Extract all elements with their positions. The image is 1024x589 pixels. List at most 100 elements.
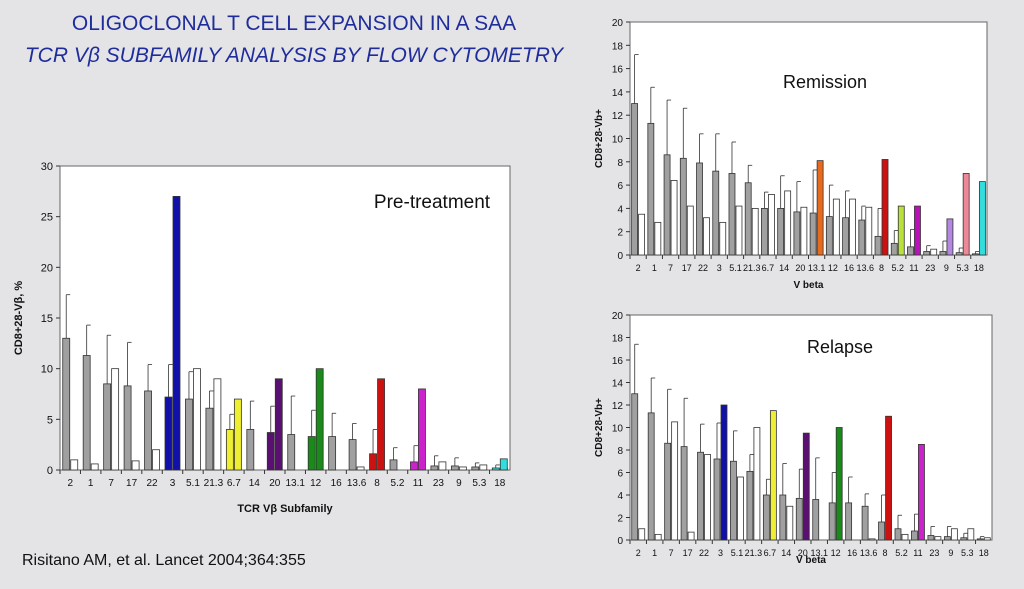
bar-series1 — [828, 502, 836, 541]
y-tick-label: 0 — [617, 536, 623, 547]
bar-highlight — [233, 398, 242, 471]
y-tick-label: 4 — [617, 204, 623, 215]
x-tick-label: 3 — [717, 263, 722, 273]
bar-series1 — [647, 412, 655, 541]
citation: Risitano AM, et al. Lancet 2004;364:355 — [22, 552, 306, 569]
x-axis-label: TCR Vβ Subfamily — [237, 503, 333, 515]
x-tick-label: 18 — [979, 548, 989, 558]
bar-series1 — [907, 246, 914, 256]
x-tick-label: 12 — [831, 548, 841, 558]
chart-title: Remission — [783, 72, 867, 92]
x-tick-label: 5.3 — [961, 548, 974, 558]
bar-series1 — [730, 460, 737, 541]
x-axis-label: V beta — [793, 280, 823, 291]
bar-series1 — [103, 383, 112, 471]
bar-series2 — [901, 533, 909, 541]
bar-series1 — [123, 385, 132, 471]
bar-series1 — [744, 182, 752, 256]
slide-subtitle: TCR Vβ SUBFAMILY ANALYSIS BY FLOW CYTOME… — [24, 44, 564, 67]
y-tick-label: 10 — [41, 364, 53, 376]
bar-series2 — [802, 432, 810, 541]
x-tick-label: 5.1 — [729, 263, 742, 273]
x-tick-label: 18 — [494, 478, 506, 489]
bar-series1 — [491, 467, 500, 471]
x-tick-label: 13.1 — [285, 478, 305, 489]
bar-series2 — [638, 528, 646, 541]
y-tick-label: 10 — [612, 135, 624, 146]
bar-series1 — [960, 537, 968, 541]
y-tick-label: 20 — [612, 18, 624, 29]
x-tick-label: 5.3 — [472, 478, 486, 489]
x-tick-label: 5.1 — [731, 548, 744, 558]
y-tick-label: 20 — [612, 311, 624, 322]
x-tick-label: 1 — [88, 478, 94, 489]
bar-series1 — [712, 170, 720, 256]
x-tick-label: 2 — [636, 548, 641, 558]
bar-series2 — [152, 449, 160, 471]
x-tick-label: 17 — [682, 263, 692, 273]
bar-highlight — [499, 458, 508, 471]
bar-series1 — [680, 446, 688, 541]
x-tick-label: 17 — [126, 478, 138, 489]
bar-series2 — [458, 466, 467, 471]
bar-series2 — [835, 427, 843, 541]
chart-title: Pre-treatment — [374, 192, 491, 213]
bar-series2 — [438, 461, 447, 471]
x-tick-label: 22 — [698, 263, 708, 273]
x-axis-label: V beta — [796, 555, 826, 566]
bar-series1 — [328, 436, 337, 471]
bar-series1 — [348, 439, 357, 471]
x-tick-label: 12 — [310, 478, 322, 489]
y-tick-label: 0 — [47, 465, 53, 477]
bar-series1 — [878, 521, 885, 541]
bar-series2 — [686, 205, 694, 256]
bar-series1 — [728, 173, 736, 256]
bar-series2 — [638, 213, 646, 256]
bar-series2 — [962, 173, 970, 256]
bar-series1 — [450, 465, 459, 471]
x-tick-label: 2 — [67, 478, 73, 489]
bar-series2 — [70, 459, 79, 471]
bar-series2 — [768, 194, 775, 256]
bar-series1 — [976, 538, 984, 541]
x-tick-label: 22 — [699, 548, 709, 558]
bar-series2 — [832, 198, 840, 256]
bar-series2 — [654, 221, 662, 256]
bar-series2 — [735, 205, 743, 256]
bar-series1 — [696, 162, 703, 256]
x-tick-label: 5.2 — [891, 263, 904, 273]
bar-series1 — [927, 535, 935, 541]
x-tick-label: 11 — [413, 478, 424, 489]
bar-series2 — [983, 537, 991, 541]
bar-series1 — [793, 211, 801, 256]
x-tick-label: 17 — [683, 548, 693, 558]
bar-series2 — [213, 378, 222, 471]
y-tick-label: 10 — [612, 424, 624, 435]
bar-series1 — [890, 242, 898, 256]
bar-series1 — [205, 407, 214, 471]
bar-series1 — [679, 157, 687, 256]
bar-series2 — [479, 464, 488, 471]
x-tick-label: 8 — [879, 263, 884, 273]
bar-series1 — [874, 235, 882, 256]
bar-series1 — [858, 219, 866, 256]
bar-series1 — [410, 461, 418, 471]
bar-series1 — [762, 494, 770, 541]
bar-series1 — [62, 337, 71, 471]
bar-series1 — [923, 251, 931, 256]
bar-series1 — [664, 442, 672, 541]
x-tick-label: 9 — [456, 478, 462, 489]
bar-series2 — [978, 181, 986, 256]
y-tick-label: 30 — [41, 161, 53, 173]
bar-series1 — [164, 396, 173, 471]
bar-series2 — [769, 410, 777, 541]
bar-highlight — [377, 378, 385, 471]
x-tick-label: 16 — [331, 478, 343, 489]
bar-series1 — [939, 251, 947, 256]
x-tick-label: 16 — [847, 548, 857, 558]
bar-series2 — [704, 454, 711, 541]
x-tick-label: 3 — [718, 548, 723, 558]
x-tick-label: 5.2 — [895, 548, 908, 558]
bar-series1 — [144, 390, 152, 471]
